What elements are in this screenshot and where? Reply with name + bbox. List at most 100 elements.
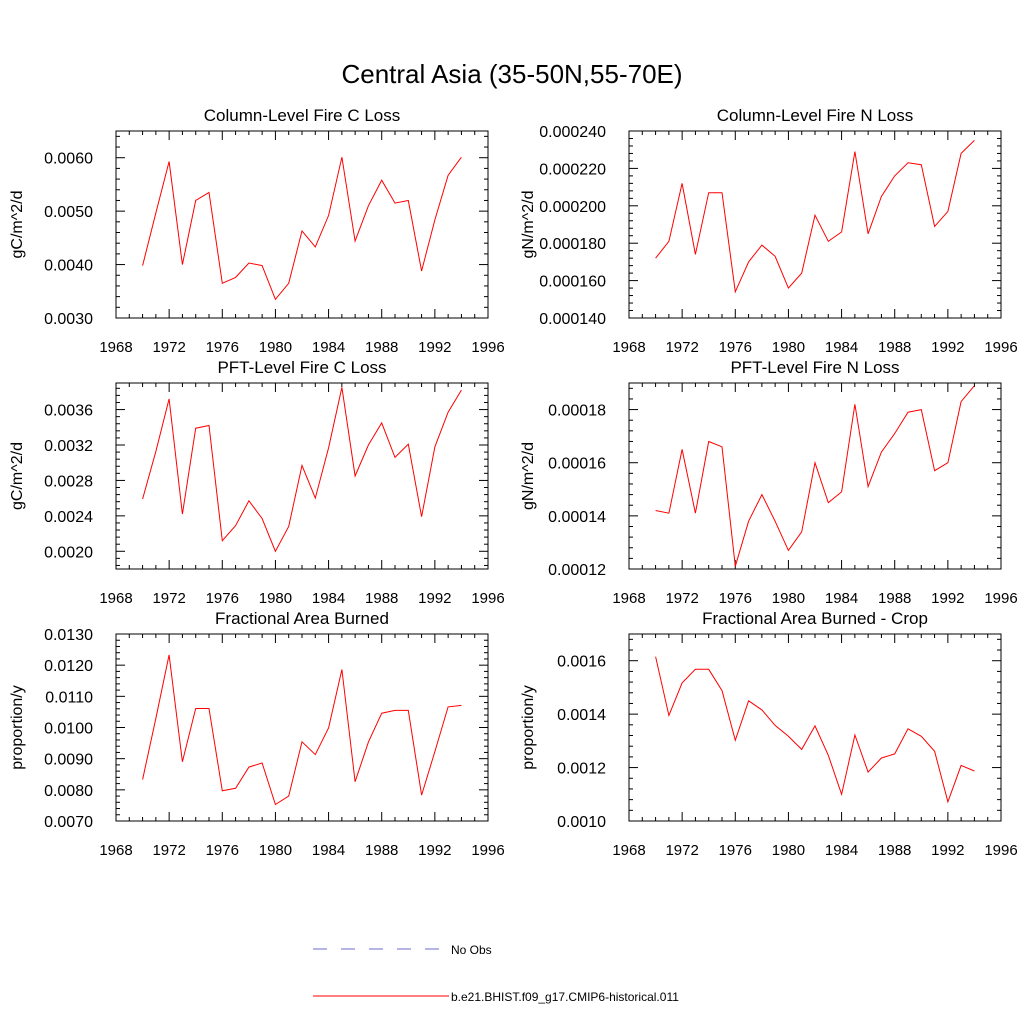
plot-frame — [628, 382, 1002, 570]
y-tick-label: 0.00016 — [548, 456, 606, 473]
y-tick-label: 0.0130 — [44, 627, 93, 644]
x-tick-label: 1992 — [418, 842, 451, 859]
x-tick-label: 1992 — [418, 339, 451, 356]
x-tick-label: 1980 — [772, 590, 805, 607]
x-tick-label: 1996 — [984, 842, 1017, 859]
chart-panel-2: 1968 1972 1976 1980 1984 1988 1992 1996 0.000140… — [520, 106, 1018, 356]
y-tick-label: 0.00018 — [548, 403, 606, 420]
chart-panel-5: 1968 1972 1976 1980 1984 1988 1992 1996 0.0070 0.… — [9, 609, 505, 859]
x-tick-label: 1988 — [878, 590, 911, 607]
y-tick-label: 0.0012 — [557, 761, 606, 778]
x-tick-label: 1972 — [152, 590, 185, 607]
plot-frame — [628, 130, 1002, 319]
x-tick-label: 1992 — [418, 590, 451, 607]
x-tick-label: 1996 — [471, 590, 504, 607]
x-tick-label: 1976 — [719, 590, 752, 607]
series-line — [655, 656, 975, 804]
x-tick-label: 1988 — [365, 339, 398, 356]
x-tick-label: 1972 — [665, 842, 698, 859]
x-tick-label: 1968 — [99, 590, 132, 607]
x-tick-label: 1992 — [931, 339, 964, 356]
x-tick-label: 1984 — [825, 590, 858, 607]
x-tick-label: 1992 — [931, 590, 964, 607]
x-tick-label: 1988 — [365, 590, 398, 607]
panels: 1968 1972 1976 1980 1984 1988 1992 1996 0.0030 0.… — [9, 106, 1018, 859]
x-tick-label: 1968 — [612, 339, 645, 356]
legend: No Obs b.e21.BHIST.f09_g17.CMIP6-histori… — [313, 943, 679, 1004]
x-tick-label: 1996 — [471, 339, 504, 356]
x-tick-label: 1972 — [152, 842, 185, 859]
x-tick-label: 1996 — [471, 842, 504, 859]
y-tick-label: 0.0010 — [557, 814, 606, 831]
y-tick-label: 0.0030 — [44, 311, 93, 328]
x-tick-label: 1984 — [825, 339, 858, 356]
y-axis-label: proportion/y — [520, 685, 537, 770]
x-tick-label: 1984 — [312, 339, 345, 356]
panel-title: Column-Level Fire C Loss — [204, 106, 401, 125]
y-tick-label: 0.0050 — [44, 204, 93, 221]
x-tick-label: 1984 — [312, 590, 345, 607]
y-axis-label: gN/m^2/d — [520, 191, 537, 259]
x-tick-label: 1984 — [312, 842, 345, 859]
y-tick-label: 0.00014 — [548, 509, 606, 526]
x-tick-label: 1996 — [984, 339, 1017, 356]
x-tick-label: 1976 — [206, 590, 239, 607]
x-tick-label: 1976 — [719, 339, 752, 356]
y-tick-label: 0.000240 — [539, 124, 606, 141]
x-tick-label: 1984 — [825, 842, 858, 859]
x-tick-label: 1972 — [665, 339, 698, 356]
plot-frame — [115, 382, 489, 570]
x-tick-label: 1972 — [152, 339, 185, 356]
plot-frame — [115, 130, 489, 319]
y-tick-label: 0.000180 — [539, 236, 606, 253]
y-tick-label: 0.00012 — [548, 562, 606, 579]
x-tick-label: 1988 — [878, 842, 911, 859]
panel-title: Fractional Area Burned - Crop — [702, 609, 928, 628]
panel-title: PFT-Level Fire C Loss — [217, 358, 386, 377]
y-tick-label: 0.0090 — [44, 752, 93, 769]
chart-panel-6: 1968 1972 1976 1980 1984 1988 1992 1996 0.0010 0.… — [520, 609, 1018, 859]
y-tick-label: 0.0100 — [44, 721, 93, 738]
y-tick-label: 0.0036 — [44, 403, 93, 420]
chart-panel-3: 1968 1972 1976 1980 1984 1988 1992 1996 0.0020 0.… — [9, 358, 505, 607]
y-axis-label: proportion/y — [9, 685, 26, 770]
y-tick-label: 0.0014 — [557, 707, 606, 724]
x-tick-label: 1968 — [612, 842, 645, 859]
y-tick-label: 0.0060 — [44, 151, 93, 168]
y-tick-label: 0.000200 — [539, 199, 606, 216]
series-line — [655, 140, 975, 294]
chart-panel-1: 1968 1972 1976 1980 1984 1988 1992 1996 0.0030 0.… — [9, 106, 505, 356]
panel-title: Fractional Area Burned — [215, 609, 389, 628]
y-tick-label: 0.0024 — [44, 509, 93, 526]
x-tick-label: 1980 — [259, 842, 292, 859]
y-tick-label: 0.0028 — [44, 473, 93, 490]
panel-title: Column-Level Fire N Loss — [717, 106, 914, 125]
x-tick-label: 1976 — [206, 842, 239, 859]
x-tick-label: 1976 — [719, 842, 752, 859]
x-tick-label: 1980 — [259, 339, 292, 356]
x-tick-label: 1968 — [612, 590, 645, 607]
legend-label-model: b.e21.BHIST.f09_g17.CMIP6-historical.011 — [451, 990, 679, 1004]
y-tick-label: 0.0110 — [45, 689, 93, 706]
y-tick-label: 0.0016 — [557, 654, 606, 671]
plot-frame — [115, 633, 489, 822]
x-tick-label: 1988 — [878, 339, 911, 356]
x-tick-label: 1980 — [259, 590, 292, 607]
x-tick-label: 1988 — [365, 842, 398, 859]
panel-title: PFT-Level Fire N Loss — [730, 358, 899, 377]
x-tick-label: 1992 — [931, 842, 964, 859]
y-tick-label: 0.0040 — [44, 258, 93, 275]
chart-panel-4: 1968 1972 1976 1980 1984 1988 1992 1996 0.00012 0… — [520, 358, 1018, 607]
x-tick-label: 1980 — [772, 339, 805, 356]
x-tick-label: 1968 — [99, 339, 132, 356]
series-line — [142, 387, 462, 553]
figure-title: Central Asia (35-50N,55-70E) — [341, 59, 682, 89]
y-tick-label: 0.0070 — [44, 814, 93, 831]
x-tick-label: 1996 — [984, 590, 1017, 607]
x-tick-label: 1972 — [665, 590, 698, 607]
x-tick-label: 1980 — [772, 842, 805, 859]
y-tick-label: 0.000220 — [539, 161, 606, 178]
y-axis-label: gN/m^2/d — [520, 442, 537, 510]
legend-label-no-obs: No Obs — [451, 943, 492, 957]
